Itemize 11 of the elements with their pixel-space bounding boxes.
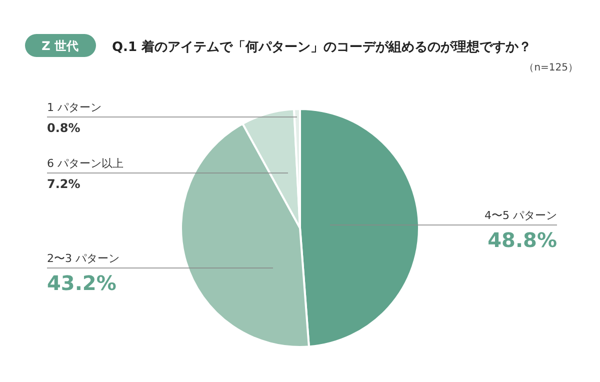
data-label: 7.2% <box>47 177 80 191</box>
data-label: 0.8% <box>47 121 80 135</box>
chart-subtitle: Z 世代 <box>42 39 78 53</box>
slice-label: 4〜5 パターン <box>484 209 557 222</box>
slice-label: 6 パターン以上 <box>47 157 124 170</box>
data-label: 43.2% <box>47 271 116 295</box>
data-label: 48.8% <box>488 228 557 252</box>
text: （n=125） <box>524 62 578 74</box>
slice-label: 1 パターン <box>47 101 102 114</box>
chart-title: Q.1 着のアイテムで「何パターン」のコーデが組めるのが理想ですか？ <box>112 39 532 55</box>
slice-label: 2〜3 パターン <box>47 252 120 265</box>
